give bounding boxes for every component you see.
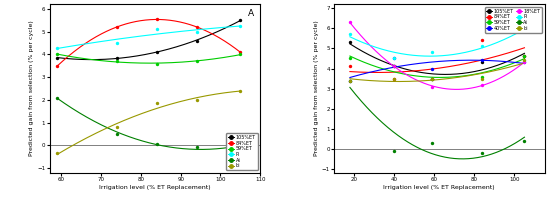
Point xyxy=(520,29,529,32)
Point xyxy=(428,51,437,54)
Point xyxy=(345,65,354,68)
Point xyxy=(236,89,245,93)
Point xyxy=(520,55,529,58)
Point xyxy=(520,139,529,142)
Point xyxy=(389,77,398,80)
Point xyxy=(345,21,354,24)
Point xyxy=(152,102,161,105)
Point xyxy=(478,83,487,86)
Point xyxy=(478,75,487,78)
Point xyxy=(520,55,529,58)
Text: B: B xyxy=(532,9,538,18)
X-axis label: Irrigation level (% ET Replacement): Irrigation level (% ET Replacement) xyxy=(99,185,211,190)
Legend: 105%ET, 84%ET, 59%ET, Pi, Ai, bi: 105%ET, 84%ET, 59%ET, Pi, Ai, bi xyxy=(227,133,258,170)
Point xyxy=(113,25,122,29)
Point xyxy=(345,79,354,82)
Point xyxy=(345,79,354,82)
Point xyxy=(428,141,437,145)
Point xyxy=(53,53,62,56)
Point xyxy=(478,59,487,62)
Point xyxy=(113,41,122,45)
Y-axis label: Predicted gain from selection (% per cycle): Predicted gain from selection (% per cyc… xyxy=(30,21,35,156)
Point xyxy=(478,45,487,48)
Point xyxy=(428,77,437,80)
Point xyxy=(520,55,529,58)
Point xyxy=(192,146,201,149)
Point xyxy=(428,85,437,88)
Point xyxy=(428,77,437,80)
Point xyxy=(478,39,487,42)
Point xyxy=(113,56,122,60)
Point xyxy=(152,50,161,54)
Point xyxy=(53,46,62,49)
Point xyxy=(152,28,161,31)
Point xyxy=(192,30,201,33)
Point xyxy=(389,77,398,80)
Point xyxy=(152,17,161,21)
Point xyxy=(389,65,398,68)
Point xyxy=(236,19,245,22)
Point xyxy=(389,57,398,60)
Point xyxy=(428,77,437,80)
Point xyxy=(192,60,201,63)
Point xyxy=(53,64,62,68)
Point xyxy=(389,57,398,60)
Point xyxy=(478,151,487,154)
Point xyxy=(428,67,437,70)
Point xyxy=(53,96,62,99)
Point xyxy=(389,149,398,152)
Legend: 105%ET, 84%ET, 59%ET, 40%ET, 18%ET, Pi, Ai, bi: 105%ET, 84%ET, 59%ET, 40%ET, 18%ET, Pi, … xyxy=(485,7,542,33)
Point xyxy=(236,145,245,148)
Point xyxy=(345,79,354,82)
Point xyxy=(192,25,201,29)
Point xyxy=(236,50,245,54)
Point xyxy=(520,59,529,62)
Point xyxy=(152,62,161,65)
Point xyxy=(113,132,122,136)
Text: A: A xyxy=(248,9,254,18)
Point xyxy=(345,41,354,44)
Point xyxy=(478,77,487,80)
Point xyxy=(389,65,398,68)
Point xyxy=(345,57,354,60)
Point xyxy=(53,56,62,60)
Point xyxy=(53,152,62,155)
Point xyxy=(236,53,245,56)
Y-axis label: Predicted gain from selection (% per cycle): Predicted gain from selection (% per cyc… xyxy=(314,21,319,156)
Point xyxy=(236,24,245,28)
Point xyxy=(520,61,529,64)
Point xyxy=(152,143,161,146)
Point xyxy=(345,33,354,36)
Point xyxy=(478,61,487,64)
Point xyxy=(113,60,122,63)
Point xyxy=(389,65,398,68)
Point xyxy=(113,125,122,129)
Point xyxy=(192,98,201,102)
X-axis label: Irrigation level (% ET Replacement): Irrigation level (% ET Replacement) xyxy=(383,185,495,190)
Point xyxy=(428,77,437,80)
Point xyxy=(192,39,201,43)
Point xyxy=(520,61,529,64)
